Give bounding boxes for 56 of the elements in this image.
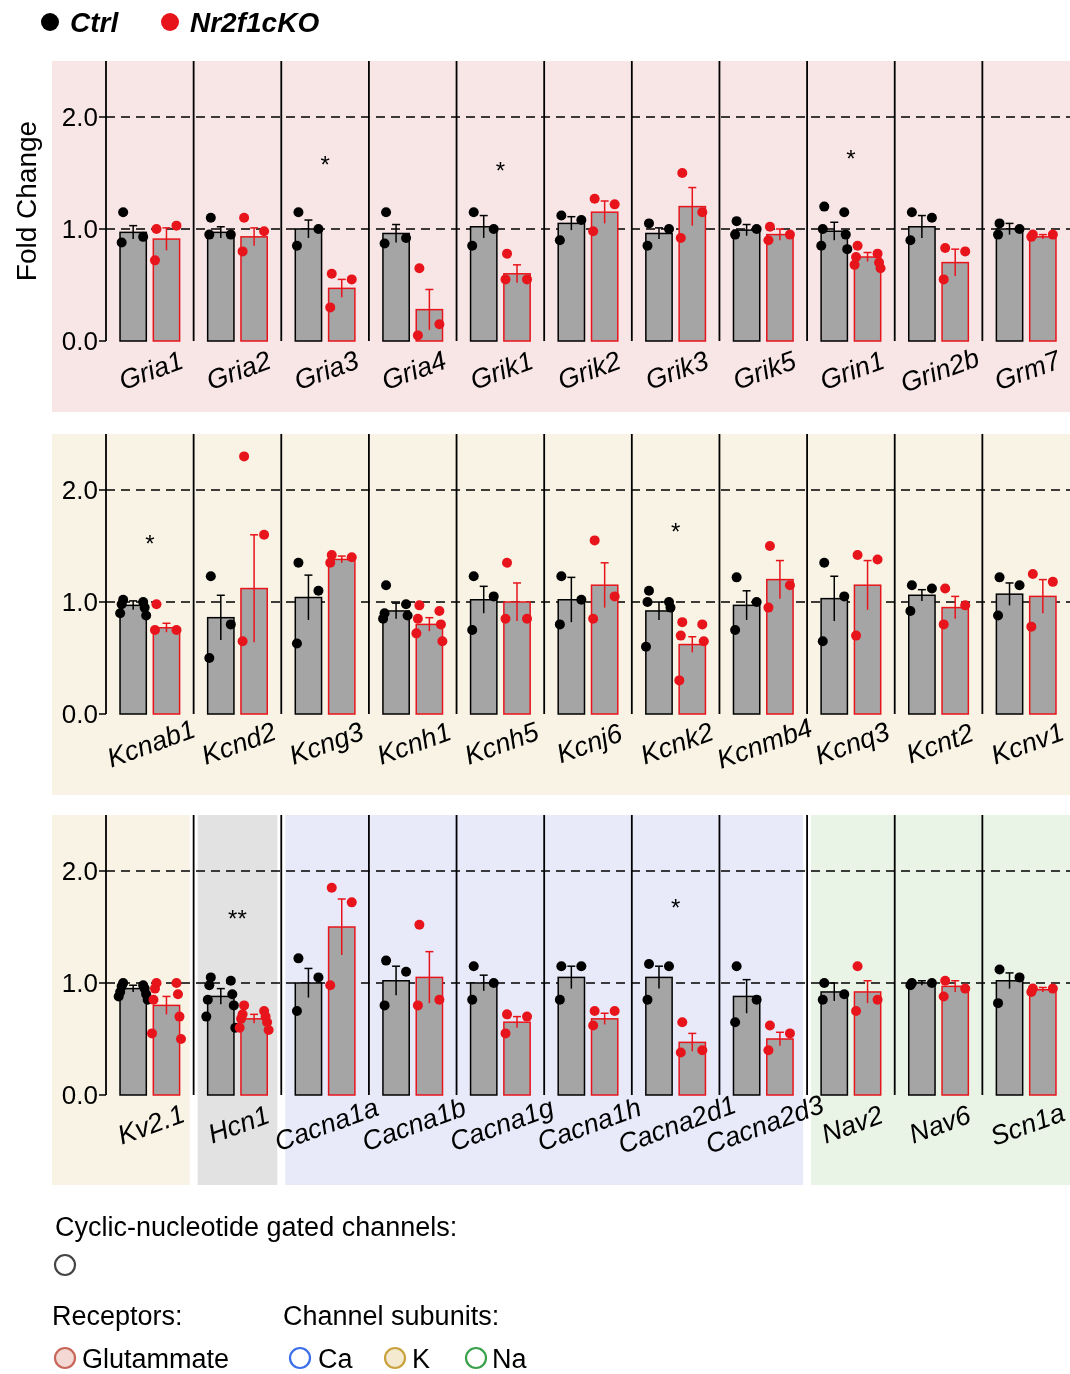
x-tick-label: Kcnq3 [811, 716, 894, 771]
y-axis-title: Fold Change [11, 120, 42, 282]
x-tick-label: Scn1a [986, 1097, 1069, 1152]
x-tick-label: Grik3 [641, 345, 713, 396]
text: Cyclic-nucleotide gated channels: [55, 1212, 458, 1242]
bar [766, 233, 794, 342]
x-tick-label: Gria1 [114, 345, 188, 396]
annotation: * [670, 893, 681, 921]
text: Receptors: [52, 1301, 183, 1331]
x-tick-label: Hcn1 [204, 1099, 274, 1150]
y-tick-label: 0.0 [61, 699, 98, 730]
y-tick-label: 2.0 [61, 856, 98, 887]
x-tick-label: Kcnk2 [636, 716, 718, 771]
bar [1028, 988, 1057, 1096]
y-tick-label: 2.0 [61, 475, 98, 506]
y-tick-label: 1.0 [61, 587, 98, 618]
annotation: ** [228, 905, 247, 932]
x-tick-label: Kcnd2 [197, 716, 280, 771]
x-tick-label: Kcnj6 [552, 717, 628, 770]
x-tick-label: Grin1 [816, 345, 889, 396]
y-tick-label: 0.0 [61, 326, 98, 357]
x-tick-label: Grik2 [553, 345, 625, 396]
bar [908, 982, 936, 1096]
x-tick-label: Kcnv1 [987, 716, 1068, 771]
bar [206, 231, 235, 342]
x-tick-label: Gria2 [202, 345, 275, 396]
y-tick-label: 0.0 [61, 1080, 98, 1111]
y-tick-label: 1.0 [61, 968, 98, 999]
x-tick-label: Gria4 [377, 345, 451, 396]
x-tick-label: Grik1 [466, 345, 538, 396]
x-tick-label: Kcng3 [285, 716, 368, 771]
annotation: * [145, 529, 155, 557]
x-tick-label: Grin2b [896, 342, 984, 399]
text: K [412, 1344, 431, 1374]
legend-label: Nr2f1cKO [190, 6, 320, 38]
annotation: * [495, 156, 506, 184]
text: Glutammate [82, 1344, 230, 1374]
annotation: * [670, 518, 681, 546]
legend-label: Ctrl [70, 6, 120, 38]
y-tick-label: 1.0 [61, 214, 98, 245]
x-tick-label: Nav6 [905, 1099, 976, 1150]
x-tick-label: Kv2.1 [113, 1098, 189, 1151]
text: Na [492, 1344, 528, 1374]
bar [590, 1018, 619, 1096]
y-tick-label: 2.0 [61, 102, 98, 133]
x-tick-label: Gria3 [290, 345, 363, 396]
text: Ca [318, 1344, 354, 1374]
x-tick-label: Grm7 [990, 344, 1066, 397]
x-tick-label: Kcnh1 [372, 716, 456, 771]
annotation: * [846, 145, 856, 173]
text: Channel subunits: [283, 1301, 500, 1331]
x-tick-label: Kcnh5 [460, 716, 544, 771]
x-tick-label: Kcnt2 [902, 717, 978, 770]
annotation: * [320, 151, 330, 178]
x-tick-label: Grik5 [729, 345, 801, 396]
bar [152, 627, 181, 715]
